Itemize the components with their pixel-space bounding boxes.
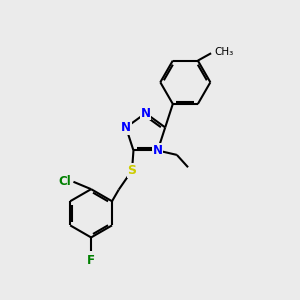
- Text: N: N: [121, 121, 131, 134]
- Text: S: S: [128, 164, 136, 177]
- Text: F: F: [87, 254, 95, 267]
- Text: Cl: Cl: [58, 175, 71, 188]
- Text: N: N: [153, 144, 163, 157]
- Text: CH₃: CH₃: [214, 47, 233, 57]
- Text: N: N: [141, 107, 151, 120]
